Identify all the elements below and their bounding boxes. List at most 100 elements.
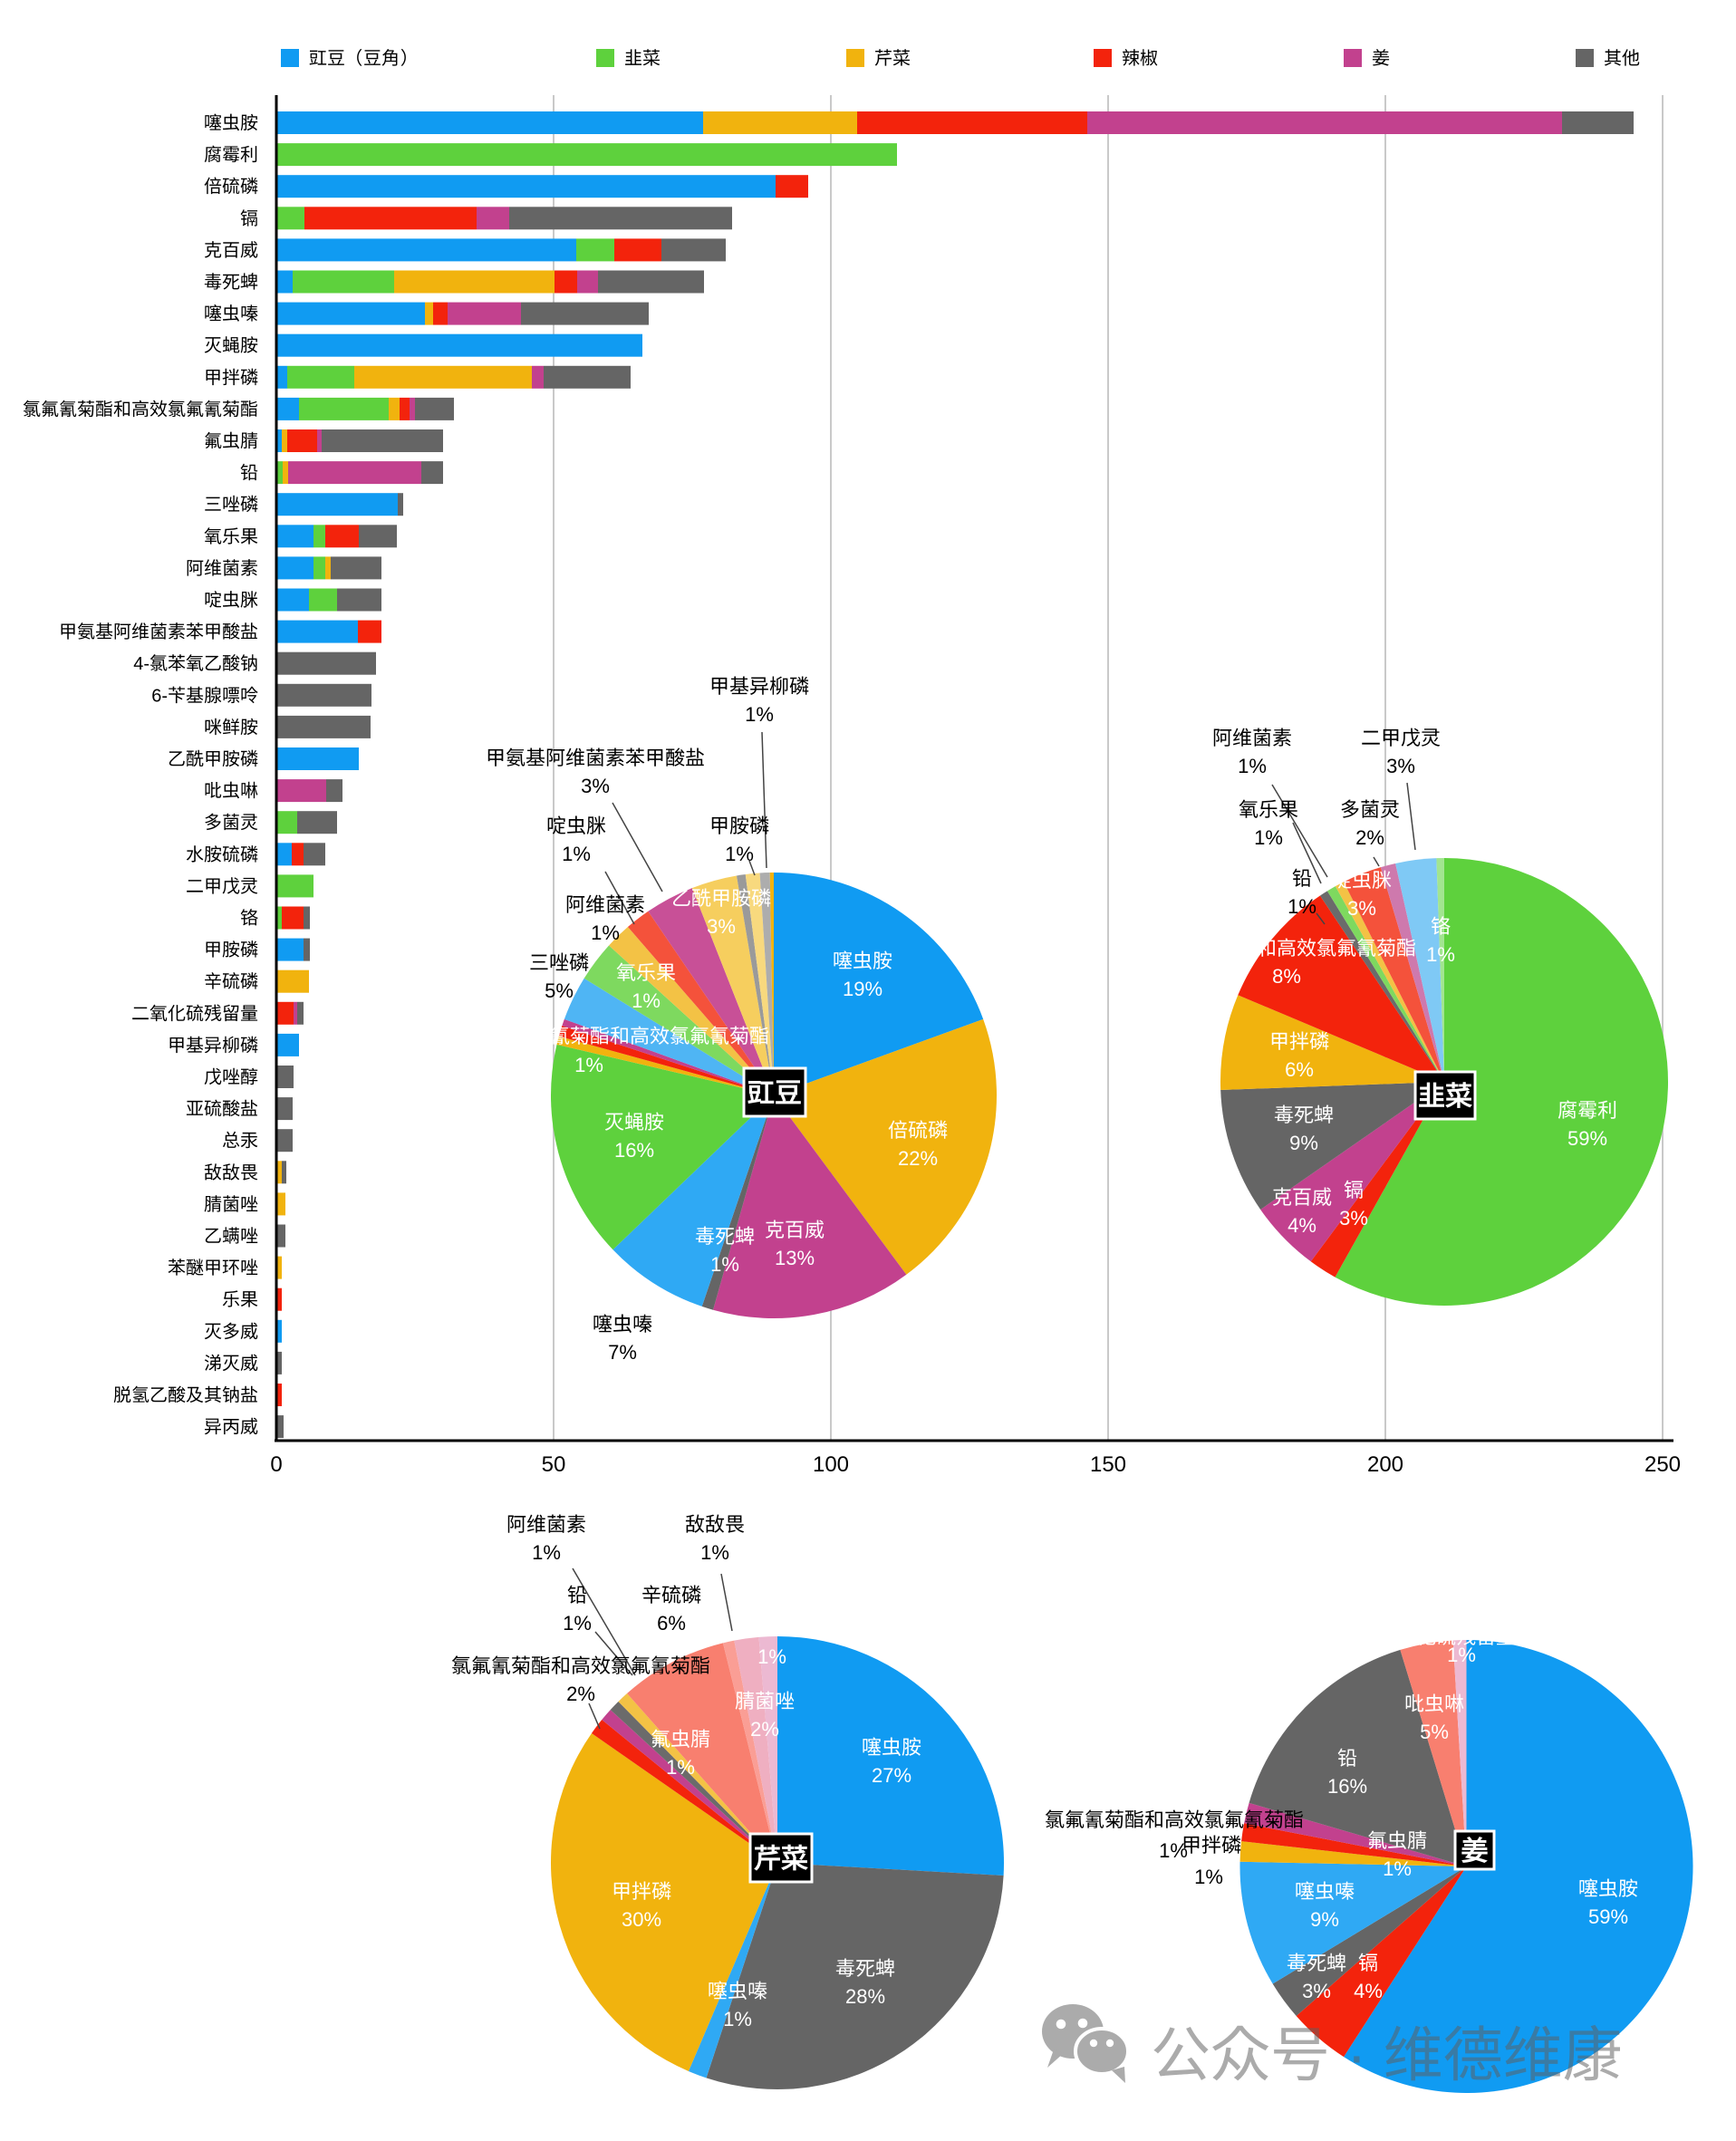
svg-text:倍硫磷: 倍硫磷 bbox=[204, 178, 258, 198]
svg-text:3%: 3% bbox=[1302, 1980, 1331, 2002]
svg-text:二氧化硫残留量: 二氧化硫残留量 bbox=[131, 1003, 258, 1024]
svg-text:1%: 1% bbox=[532, 1541, 561, 1564]
svg-text:氟虫腈: 氟虫腈 bbox=[651, 1728, 710, 1750]
svg-text:6%: 6% bbox=[1285, 1058, 1314, 1081]
svg-text:苯醚甲环唑: 苯醚甲环唑 bbox=[168, 1259, 258, 1278]
svg-text:4%: 4% bbox=[1354, 1980, 1383, 2002]
svg-text:总汞: 总汞 bbox=[222, 1132, 258, 1152]
svg-text:脱氢乙酸及其钠盐: 脱氢乙酸及其钠盐 bbox=[113, 1386, 258, 1406]
svg-text:毒死蜱: 毒死蜱 bbox=[1287, 1952, 1346, 1974]
svg-text:韭菜: 韭菜 bbox=[1418, 1082, 1472, 1112]
svg-text:噻虫嗪: 噻虫嗪 bbox=[708, 1980, 767, 2002]
svg-text:吡虫啉: 吡虫啉 bbox=[204, 782, 258, 802]
svg-text:水胺硫磷: 水胺硫磷 bbox=[186, 845, 258, 865]
svg-text:3%: 3% bbox=[1347, 897, 1376, 920]
svg-text:6-苄基腺嘌呤: 6-苄基腺嘌呤 bbox=[151, 686, 258, 706]
svg-text:3%: 3% bbox=[1339, 1207, 1368, 1230]
svg-text:阿维菌素: 阿维菌素 bbox=[506, 1513, 586, 1536]
svg-text:腈菌唑: 腈菌唑 bbox=[735, 1690, 795, 1712]
svg-text:30%: 30% bbox=[622, 1908, 661, 1931]
svg-text:姜: 姜 bbox=[1461, 1837, 1489, 1866]
svg-text:甲基异柳磷: 甲基异柳磷 bbox=[709, 675, 809, 698]
svg-text:乙螨唑: 乙螨唑 bbox=[204, 1227, 258, 1247]
svg-text:甲拌磷: 甲拌磷 bbox=[1181, 1834, 1241, 1856]
svg-text:4%: 4% bbox=[1288, 1214, 1316, 1237]
svg-text:铬: 铬 bbox=[240, 908, 258, 929]
svg-text:克百威: 克百威 bbox=[204, 241, 258, 261]
svg-text:59%: 59% bbox=[1567, 1127, 1607, 1150]
svg-text:腈菌唑: 腈菌唑 bbox=[204, 1195, 258, 1215]
svg-text:3%: 3% bbox=[1386, 755, 1415, 777]
svg-text:1%: 1% bbox=[700, 1541, 729, 1564]
svg-text:阿维菌素: 阿维菌素 bbox=[1212, 727, 1292, 749]
svg-text:灭多威: 灭多威 bbox=[204, 1322, 258, 1342]
svg-text:1%: 1% bbox=[1254, 826, 1283, 849]
svg-text:1%: 1% bbox=[1447, 1644, 1476, 1666]
svg-text:氟虫腈: 氟虫腈 bbox=[1367, 1829, 1427, 1852]
svg-text:氯氟氰菊酯和高效氯氟氰菊酯: 氯氟氰菊酯和高效氯氟氰菊酯 bbox=[451, 1654, 710, 1677]
svg-text:三唑磷: 三唑磷 bbox=[204, 496, 258, 516]
svg-text:其他: 其他 bbox=[1604, 49, 1640, 69]
svg-text:噻虫胺: 噻虫胺 bbox=[833, 950, 892, 972]
svg-text:1%: 1% bbox=[1194, 1866, 1223, 1888]
svg-text:氯氟氰菊酯和高效氯氟氰菊酯: 氯氟氰菊酯和高效氯氟氰菊酯 bbox=[23, 400, 258, 420]
svg-text:5%: 5% bbox=[545, 979, 574, 1002]
svg-text:22%: 22% bbox=[898, 1147, 938, 1170]
svg-text:1%: 1% bbox=[1383, 1857, 1412, 1880]
svg-text:8%: 8% bbox=[1272, 965, 1301, 988]
svg-text:二氧化硫残留量: 二氧化硫残留量 bbox=[1376, 1625, 1516, 1648]
svg-text:6%: 6% bbox=[657, 1612, 686, 1635]
svg-text:辛硫磷: 辛硫磷 bbox=[204, 972, 258, 992]
svg-text:乙酰甲胺磷: 乙酰甲胺磷 bbox=[671, 887, 771, 910]
svg-text:7%: 7% bbox=[608, 1341, 637, 1364]
svg-text:1%: 1% bbox=[562, 843, 591, 865]
svg-text:噻虫胺: 噻虫胺 bbox=[1578, 1877, 1638, 1900]
svg-text:毒死蜱: 毒死蜱 bbox=[204, 273, 258, 293]
svg-text:灭蝇胺: 灭蝇胺 bbox=[604, 1111, 664, 1133]
svg-text:公众号 · 维德维康: 公众号 · 维德维康 bbox=[1151, 2021, 1623, 2088]
svg-text:13%: 13% bbox=[775, 1247, 815, 1269]
svg-text:阿维菌素: 阿维菌素 bbox=[565, 893, 645, 916]
svg-text:镉: 镉 bbox=[240, 209, 258, 229]
svg-text:铬: 铬 bbox=[1431, 915, 1451, 938]
svg-text:27%: 27% bbox=[872, 1764, 911, 1787]
svg-text:三唑磷: 三唑磷 bbox=[529, 951, 589, 974]
svg-text:二甲戊灵: 二甲戊灵 bbox=[186, 877, 258, 897]
svg-text:16%: 16% bbox=[1327, 1775, 1367, 1798]
svg-text:氯氟氰菊酯和高效氯氟氰菊酯: 氯氟氰菊酯和高效氯氟氰菊酯 bbox=[1045, 1808, 1304, 1831]
svg-text:甲拌磷: 甲拌磷 bbox=[204, 368, 258, 388]
svg-text:噻虫胺: 噻虫胺 bbox=[204, 114, 258, 134]
svg-text:2%: 2% bbox=[566, 1683, 595, 1705]
svg-text:铅: 铅 bbox=[240, 464, 258, 484]
svg-text:腐霉利: 腐霉利 bbox=[1558, 1099, 1617, 1122]
svg-text:9%: 9% bbox=[1310, 1908, 1339, 1931]
svg-text:铅: 铅 bbox=[567, 1584, 587, 1606]
svg-text:3%: 3% bbox=[581, 775, 610, 797]
svg-text:涕灭威: 涕灭威 bbox=[204, 1354, 258, 1374]
svg-text:氧乐果: 氧乐果 bbox=[204, 527, 258, 547]
svg-text:铅: 铅 bbox=[1292, 867, 1312, 890]
svg-text:甲拌磷: 甲拌磷 bbox=[612, 1880, 671, 1903]
svg-text:甲拌磷: 甲拌磷 bbox=[1269, 1030, 1329, 1053]
svg-text:16%: 16% bbox=[614, 1139, 654, 1162]
svg-text:氟虫腈: 氟虫腈 bbox=[204, 432, 258, 452]
svg-text:5%: 5% bbox=[1420, 1721, 1449, 1743]
svg-text:1%: 1% bbox=[1159, 1839, 1188, 1862]
svg-text:辛硫磷: 辛硫磷 bbox=[641, 1584, 701, 1606]
svg-text:灭蝇胺: 灭蝇胺 bbox=[204, 336, 258, 356]
svg-text:1%: 1% bbox=[591, 921, 620, 944]
svg-text:啶虫脒: 啶虫脒 bbox=[1332, 869, 1392, 892]
svg-text:倍硫磷: 倍硫磷 bbox=[888, 1119, 948, 1142]
svg-text:200: 200 bbox=[1367, 1452, 1403, 1477]
svg-text:敌敌畏: 敌敌畏 bbox=[204, 1163, 258, 1183]
svg-text:芹菜: 芹菜 bbox=[874, 49, 911, 69]
svg-text:2%: 2% bbox=[750, 1718, 779, 1741]
svg-text:氯氟氰菊酯和高效氯氟氰菊酯: 氯氟氰菊酯和高效氯氟氰菊酯 bbox=[1157, 937, 1416, 960]
svg-text:50: 50 bbox=[542, 1452, 566, 1477]
svg-text:亚硫酸盐: 亚硫酸盐 bbox=[186, 1100, 258, 1120]
svg-text:1%: 1% bbox=[563, 1612, 592, 1635]
svg-text:多菌灵: 多菌灵 bbox=[204, 814, 258, 834]
svg-text:1%: 1% bbox=[1426, 943, 1455, 966]
svg-text:敌敌畏: 敌敌畏 bbox=[685, 1513, 745, 1536]
svg-text:氧乐果: 氧乐果 bbox=[1239, 798, 1298, 821]
